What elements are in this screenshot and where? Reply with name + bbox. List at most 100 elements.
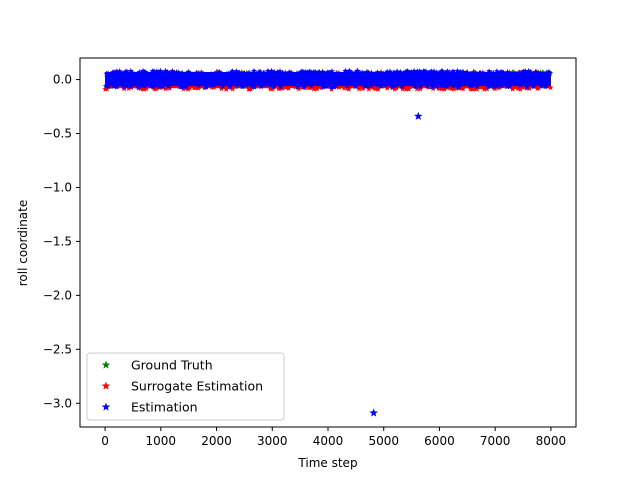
data-point — [312, 84, 319, 91]
data-point — [512, 84, 519, 90]
data-point — [391, 69, 398, 76]
data-point — [486, 68, 493, 74]
data-point — [210, 84, 217, 90]
data-point — [314, 85, 321, 92]
data-point — [368, 82, 375, 89]
y-tick-label: −3.0 — [43, 396, 72, 410]
data-point — [137, 85, 144, 91]
data-point — [302, 68, 309, 75]
series-estimation — [102, 67, 553, 417]
data-point — [223, 86, 230, 92]
data-point — [374, 81, 381, 88]
data-point — [250, 69, 257, 76]
x-tick-label: 1000 — [146, 434, 177, 448]
data-point — [391, 82, 398, 89]
data-point — [270, 83, 277, 90]
data-point — [169, 67, 176, 74]
data-point — [393, 84, 400, 91]
data-point — [431, 68, 438, 75]
legend-marker — [101, 360, 111, 369]
data-point — [542, 83, 549, 90]
data-point — [265, 67, 271, 74]
data-point — [329, 83, 336, 90]
data-point — [517, 86, 524, 92]
data-point — [158, 69, 165, 75]
data-point — [207, 82, 214, 88]
y-axis-title: roll coordinate — [16, 200, 30, 287]
data-point — [494, 83, 501, 89]
x-tick-label: 2000 — [201, 434, 232, 448]
data-point — [320, 83, 327, 90]
data-point — [128, 83, 135, 90]
data-point — [369, 408, 378, 417]
data-point — [504, 69, 511, 75]
data-point — [340, 84, 347, 91]
data-point — [163, 84, 170, 91]
data-point — [323, 83, 330, 89]
data-point — [268, 67, 275, 74]
data-point — [285, 85, 292, 91]
x-tick-label: 6000 — [424, 434, 455, 448]
data-point — [530, 83, 537, 90]
data-point — [271, 68, 278, 75]
data-point — [156, 83, 163, 90]
data-point — [335, 84, 342, 90]
data-point — [142, 69, 149, 75]
y-axis: 0.0 −0.5 −1.0 −1.5 −2.0 −2.5 −3.0 — [43, 73, 80, 410]
data-point — [444, 68, 451, 74]
x-axis: 0 1000 2000 3000 4000 5000 6000 7000 8000 — [101, 427, 566, 448]
data-point — [478, 84, 485, 90]
data-point — [257, 68, 264, 75]
data-point — [477, 69, 484, 76]
data-point — [514, 85, 521, 91]
x-tick-label: 3000 — [257, 434, 288, 448]
data-point — [184, 84, 191, 91]
data-point — [384, 84, 391, 91]
data-point — [474, 83, 481, 89]
data-point — [517, 69, 523, 76]
data-point — [120, 83, 127, 90]
data-point — [312, 69, 319, 75]
data-point — [243, 82, 250, 88]
data-point — [372, 85, 379, 92]
data-point — [491, 85, 498, 92]
data-point — [109, 69, 116, 75]
data-point — [466, 82, 473, 89]
data-point — [526, 85, 533, 91]
data-point — [324, 69, 331, 75]
data-point — [216, 68, 223, 75]
data-point — [123, 82, 130, 89]
data-point — [246, 86, 253, 92]
data-point — [121, 69, 128, 76]
data-point — [455, 83, 462, 90]
data-point — [433, 83, 440, 90]
data-point — [436, 85, 443, 92]
data-point — [282, 84, 289, 90]
data-point — [238, 82, 245, 88]
data-point — [127, 67, 134, 74]
data-point — [233, 82, 240, 89]
data-point — [286, 69, 293, 75]
data-point — [345, 86, 352, 92]
data-point — [354, 67, 361, 74]
data-point — [472, 81, 479, 88]
data-point — [441, 86, 448, 92]
data-point — [116, 68, 123, 74]
data-point — [389, 83, 396, 90]
legend: Ground Truth Surrogate Estimation Estimati… — [86, 352, 285, 421]
data-point — [149, 82, 156, 88]
data-point — [517, 82, 524, 88]
y-tick-label: 0.0 — [53, 73, 72, 87]
data-point — [275, 85, 282, 92]
data-point — [185, 68, 192, 75]
data-point — [357, 69, 364, 76]
data-point — [384, 68, 391, 75]
data-point — [279, 69, 286, 76]
data-point — [404, 67, 411, 74]
data-point — [136, 69, 143, 75]
data-point — [352, 83, 359, 90]
y-tick-label: −2.5 — [43, 342, 72, 356]
data-point — [486, 82, 493, 88]
data-point — [520, 68, 527, 75]
